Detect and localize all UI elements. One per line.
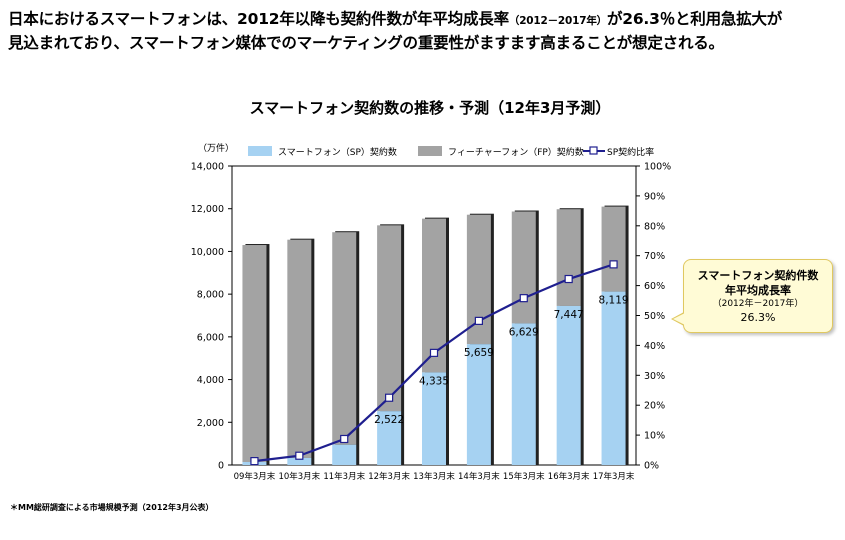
ratio-marker — [609, 260, 618, 269]
x-tick-label: 11年3月末 — [323, 471, 365, 482]
bar-sp — [332, 444, 357, 465]
sp-value-label: 6,629 — [509, 326, 539, 338]
y2-tick-label: 100% — [644, 162, 671, 173]
y2-tick-label: 10% — [644, 431, 665, 442]
sp-value-label: 7,447 — [554, 309, 584, 321]
y2-tick-label: 50% — [644, 311, 665, 322]
x-tick-label: 09年3月末 — [234, 471, 276, 482]
ratio-marker — [250, 457, 259, 466]
bar-sp — [511, 323, 536, 465]
x-tick-label: 16年3月末 — [548, 471, 590, 482]
headline-line-1: 日本におけるスマートフォンは、2012年以降も契約件数が年平均成長率（2012－… — [8, 8, 838, 32]
y-tick-label: 8,000 — [197, 290, 224, 301]
sp-value-label: 4,335 — [419, 375, 449, 387]
y-tick-label: 12,000 — [191, 204, 224, 215]
bar-fp — [511, 211, 536, 324]
chart-title: スマートフォン契約数の推移・予測（12年3月予測） — [250, 99, 611, 117]
y-tick-label: 14,000 — [191, 162, 224, 173]
sp-value-label: 5,659 — [464, 347, 494, 359]
callout-line-3: （2012年－2017年） — [712, 298, 804, 309]
y2-tick-label: 0% — [644, 461, 659, 472]
y2-tick-label: 90% — [644, 191, 665, 202]
legend-marker-ratio — [589, 146, 598, 155]
y2-tick-label: 40% — [644, 341, 665, 352]
y-tick-label: 6,000 — [197, 332, 224, 343]
headline-line-2: 見込まれており、スマートフォン媒体でのマーケティングの重要性がますます高まること… — [8, 34, 724, 52]
y-tick-label: 4,000 — [197, 375, 224, 386]
y2-tick-label: 60% — [644, 281, 665, 292]
bar-fp — [601, 206, 626, 292]
ratio-marker — [295, 451, 304, 460]
bar-fp — [556, 209, 581, 306]
x-tick-label: 13年3月末 — [413, 471, 455, 482]
callout-line-4: 26.3% — [740, 310, 776, 324]
headline-line-1-small: （2012－2017年） — [508, 15, 607, 27]
y-tick-label: 0 — [218, 461, 224, 472]
x-tick-label: 12年3月末 — [368, 471, 410, 482]
y-axis-unit-label: （万件） — [198, 142, 234, 154]
headline: 日本におけるスマートフォンは、2012年以降も契約件数が年平均成長率（2012－… — [8, 8, 838, 54]
bar-sp — [377, 411, 402, 465]
growth-rate-callout: スマートフォン契約件数 年平均成長率 （2012年－2017年） 26.3% — [683, 259, 833, 333]
footnote: ＊MM総研調査による市場規模予測（2012年3月公表） — [10, 503, 214, 512]
bar-fp — [377, 225, 402, 412]
sp-value-label: 2,522 — [374, 414, 404, 426]
ratio-marker — [340, 434, 349, 444]
legend-label-fp: フィーチャーフォン（FP）契約数 — [448, 146, 584, 158]
bar-sp — [466, 344, 491, 465]
y2-tick-label: 30% — [644, 371, 665, 382]
bar-sp — [422, 372, 446, 465]
y2-tick-label: 70% — [644, 251, 665, 262]
headline-line-1-a: 日本におけるスマートフォンは、2012年以降も契約件数が年平均成長率 — [8, 10, 509, 28]
callout-pointer-fill — [673, 313, 685, 325]
legend-swatch-fp — [418, 146, 442, 156]
x-tick-label: 17年3月末 — [593, 471, 635, 482]
headline-line-1-b: が26.3％と利用急拡大が — [606, 10, 783, 28]
sp-value-label: 8,119 — [599, 295, 629, 307]
x-tick-label: 15年3月末 — [503, 471, 545, 482]
bar-sp — [556, 305, 581, 465]
bar-fp — [242, 245, 267, 463]
y2-tick-label: 80% — [644, 221, 665, 232]
legend-swatch-sp — [248, 146, 272, 156]
bar-fp — [287, 239, 312, 458]
bar-sp — [287, 457, 312, 465]
bar-sp — [601, 291, 626, 465]
callout-line-1: スマートフォン契約件数 — [697, 268, 819, 282]
x-tick-label: 10年3月末 — [278, 471, 320, 482]
x-tick-label: 14年3月末 — [458, 471, 500, 482]
legend-label-ratio: SP契約比率 — [607, 146, 654, 158]
legend-label-sp: スマートフォン（SP）契約数 — [278, 146, 397, 158]
y-tick-label: 10,000 — [191, 247, 224, 258]
ratio-marker — [474, 316, 483, 325]
y-tick-label: 2,000 — [197, 418, 224, 429]
callout-line-2: 年平均成長率 — [725, 283, 791, 297]
ratio-marker — [429, 348, 439, 357]
ratio-marker — [519, 294, 528, 303]
y2-tick-label: 20% — [644, 401, 665, 412]
bar-fp — [332, 232, 357, 445]
ratio-marker — [564, 274, 573, 284]
ratio-marker — [385, 393, 394, 402]
